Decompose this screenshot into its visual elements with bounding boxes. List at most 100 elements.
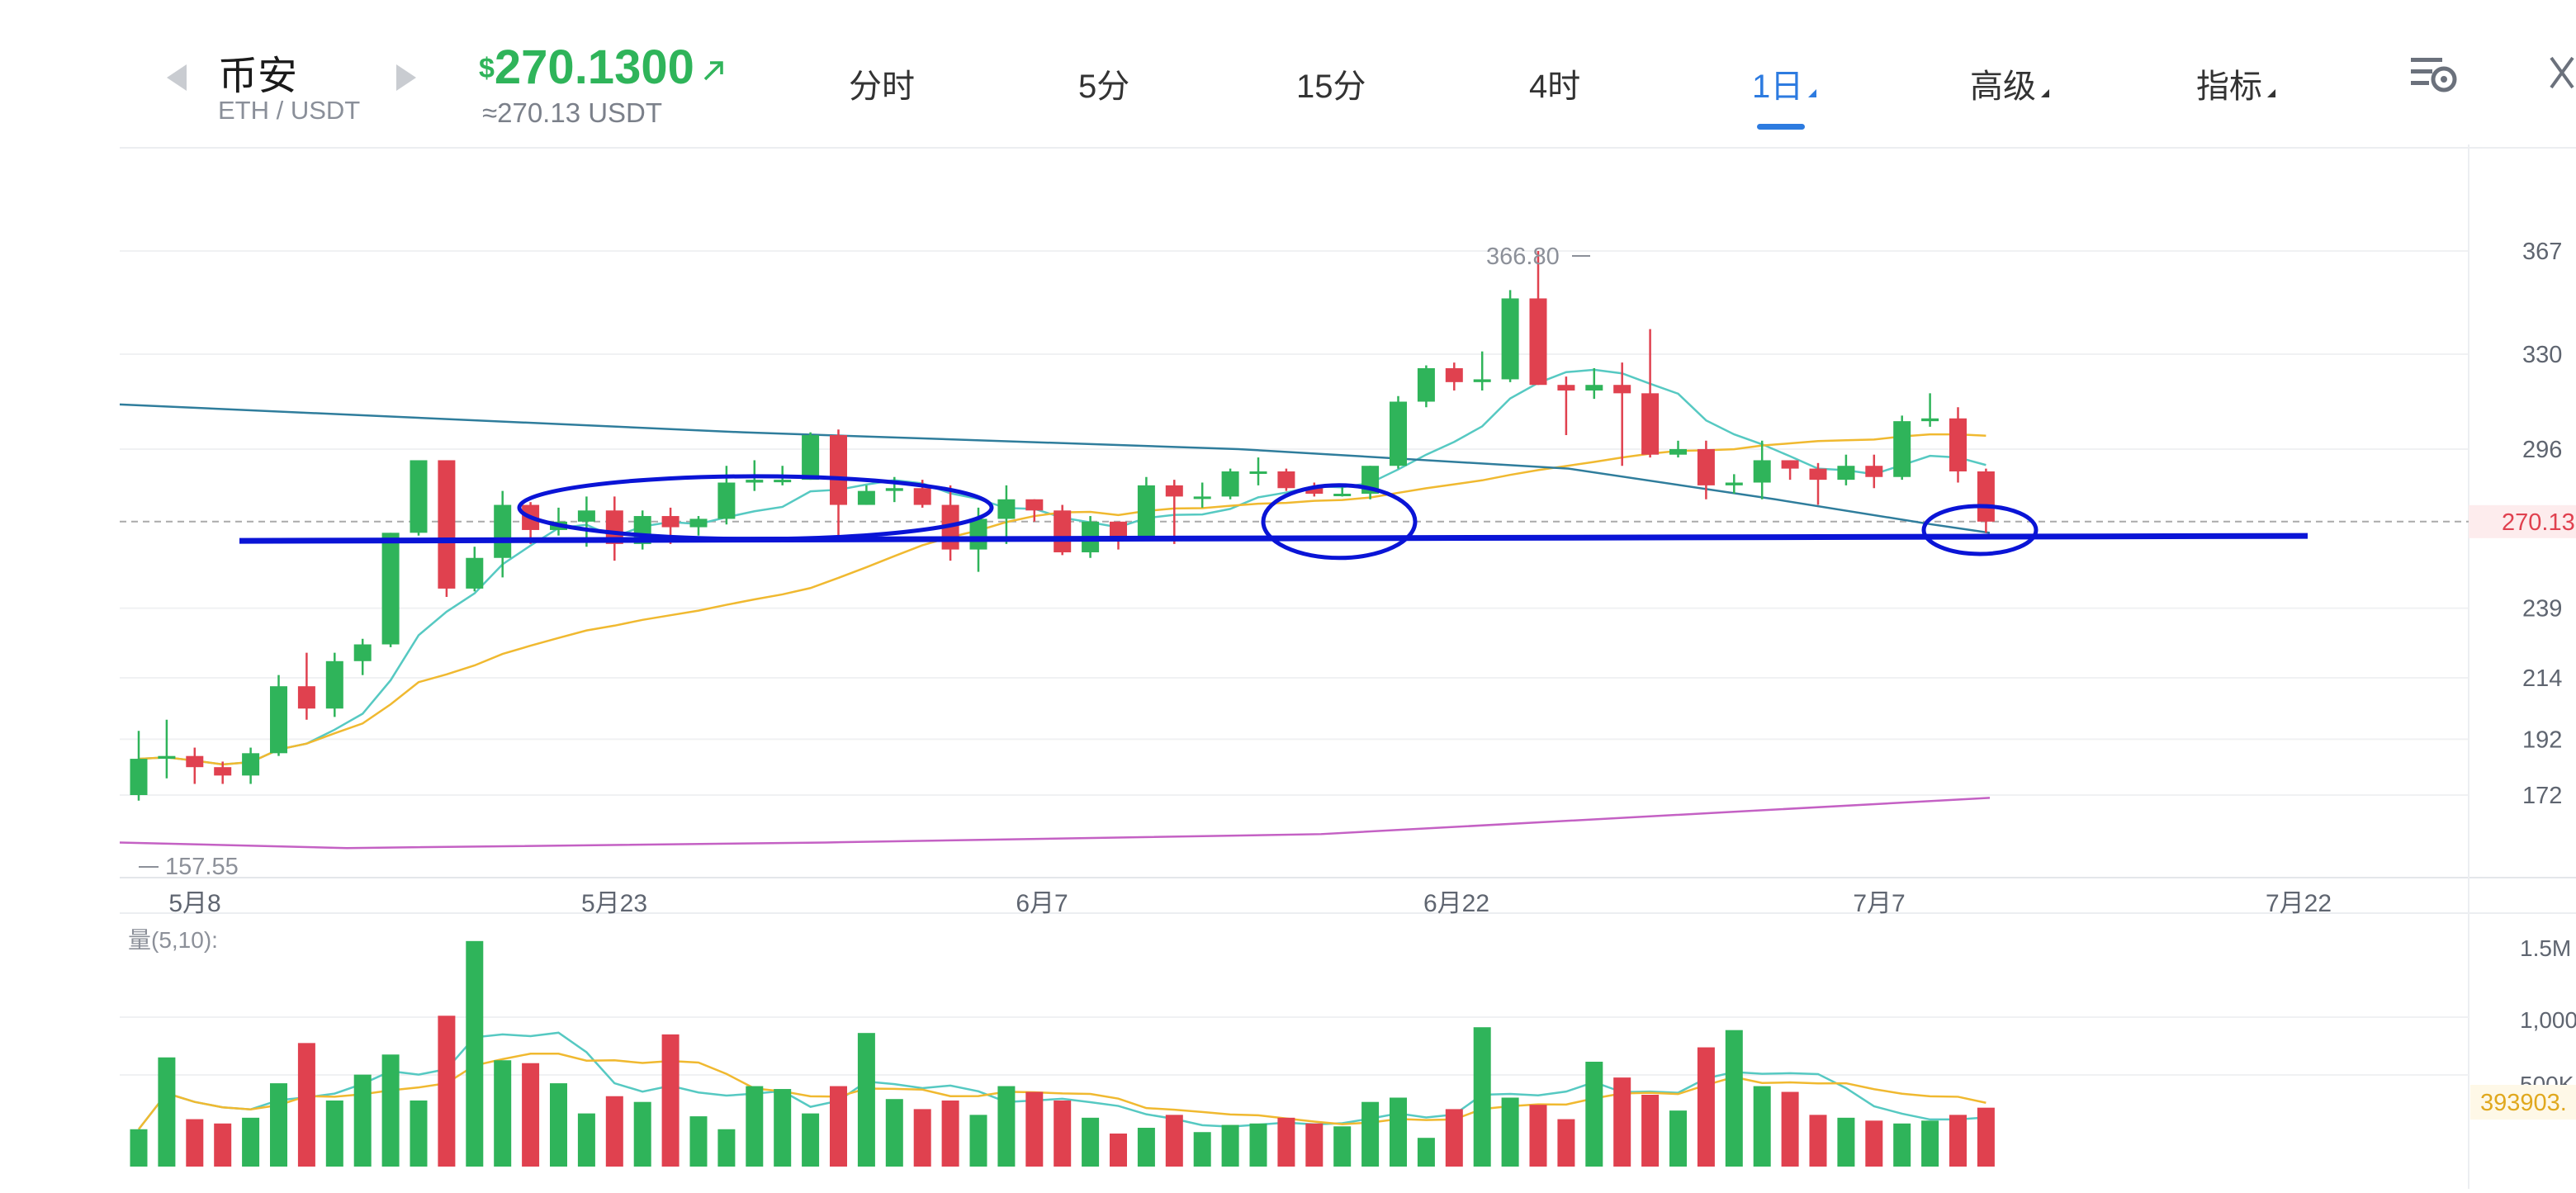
candle-down: [1305, 488, 1324, 495]
volume-bar-down: [1445, 1109, 1463, 1167]
annotation-circle: [517, 474, 994, 542]
price-value: 270.1300: [494, 40, 694, 94]
volume-bar-up: [577, 1113, 595, 1167]
tab-advanced[interactable]: 高级: [1970, 59, 2049, 107]
prev-pair-arrow-icon[interactable]: [167, 64, 187, 91]
candle-up: [158, 755, 176, 760]
ma-long-line-a: [119, 403, 1991, 534]
volume-bar-down: [1977, 1107, 1995, 1167]
candle-up: [997, 499, 1016, 519]
volume-current-tag: [2470, 1085, 2576, 1120]
candle-down: [1054, 510, 1072, 552]
volume-bar-up: [885, 1099, 903, 1167]
x-tick-label: 6月7: [1016, 890, 1068, 917]
volume-bar-down: [1529, 1105, 1547, 1167]
volume-bar-down: [830, 1086, 847, 1167]
candle-up: [130, 759, 148, 795]
volume-y-tick-label: 1.5M: [2520, 935, 2571, 961]
candle-up: [494, 504, 512, 558]
volume-bar-up: [353, 1074, 372, 1167]
candle-down: [1165, 485, 1183, 497]
candle-up: [242, 753, 260, 776]
candle-down: [1641, 393, 1660, 455]
volume-bar-up: [494, 1060, 512, 1167]
tab-label: 分时: [849, 69, 915, 105]
candle-down: [1949, 418, 1967, 471]
candle-down: [186, 755, 204, 768]
y-tick-label: 192: [2522, 727, 2562, 753]
volume-current-label: 393903.: [2480, 1090, 2567, 1116]
volume-bar-down: [1781, 1091, 1799, 1167]
volume-bar-up: [381, 1054, 400, 1167]
kline-chart[interactable]: 367 330 296 239 214 192 172 270.13 5月8 5月23 6月7 6月2…: [0, 140, 2576, 1189]
candle-up: [1221, 471, 1239, 497]
volume-bar-up: [969, 1115, 987, 1167]
x-tick-label: 7月7: [1853, 890, 1905, 917]
volume-bar-up: [1137, 1128, 1155, 1167]
volume-bar-up: [1249, 1123, 1267, 1167]
next-pair-arrow-icon[interactable]: [396, 64, 416, 91]
tab-label: 高级: [1970, 69, 2036, 105]
candle-down: [1557, 385, 1575, 391]
candle-up: [1137, 485, 1155, 539]
volume-bar-up: [633, 1101, 651, 1167]
volume-bar-up: [1390, 1097, 1407, 1167]
annotation-circle: [1921, 504, 2039, 556]
candle-up: [270, 686, 287, 754]
volume-bar-up: [997, 1086, 1016, 1167]
volume-bar-up: [1725, 1030, 1743, 1167]
y-tick-label: 296: [2522, 437, 2562, 463]
tab-timeshare[interactable]: 分时: [849, 59, 915, 107]
tab-5min[interactable]: 5分: [1078, 59, 1129, 107]
volume-bar-up: [466, 940, 484, 1167]
annotation-circle: [1261, 483, 1418, 561]
volume-bar-up: [802, 1113, 820, 1167]
volume-bar-up: [1473, 1027, 1491, 1167]
volume-bar-down: [522, 1063, 540, 1167]
candle-up: [1893, 421, 1911, 477]
volume-bar-down: [1613, 1077, 1631, 1167]
volume-bar-up: [1082, 1117, 1100, 1167]
tab-indicators[interactable]: 指标: [2196, 59, 2275, 107]
x-tick-label: 7月22: [2266, 890, 2332, 917]
min-price-label: 157.55: [165, 854, 239, 880]
candle-down: [438, 460, 456, 589]
tab-1d[interactable]: 1日: [1752, 59, 1817, 107]
volume-bar-up: [1669, 1110, 1687, 1167]
header-divider: [120, 147, 2576, 149]
y-tick-label: 239: [2522, 596, 2562, 623]
tab-label: 15分: [1296, 69, 1366, 105]
volume-y-tick-label: 1,000K: [2520, 1007, 2576, 1033]
active-tab-indicator: [1757, 124, 1805, 130]
volume-bar-down: [1165, 1115, 1183, 1167]
candle-up: [353, 644, 372, 661]
volume-bar-down: [1305, 1123, 1324, 1167]
candle-up: [1753, 460, 1771, 483]
tab-4h[interactable]: 4时: [1529, 59, 1580, 107]
kline-chart-svg[interactable]: 367 330 296 239 214 192 172 270.13 5月8 5月23 6月7 6月2…: [0, 140, 2576, 1189]
volume-bar-down: [438, 1015, 456, 1167]
volume-bar-up: [689, 1116, 708, 1167]
volume-bar-down: [1557, 1119, 1575, 1167]
close-icon[interactable]: [2548, 54, 2576, 95]
volume-bar-down: [1809, 1115, 1827, 1167]
volume-bar-up: [242, 1117, 260, 1167]
candle-up: [1249, 471, 1267, 474]
candle-up: [774, 480, 792, 483]
volume-bar-down: [1865, 1120, 1883, 1167]
last-price: $270.1300: [479, 40, 726, 95]
candle-down: [830, 435, 847, 505]
tab-label: 4时: [1529, 69, 1581, 105]
candle-up: [857, 490, 875, 505]
candle-up: [1669, 448, 1687, 455]
tab-15min[interactable]: 15分: [1296, 59, 1366, 107]
candle-down: [1697, 448, 1715, 485]
max-price-label: 366.80: [1486, 244, 1560, 270]
candle-up: [1473, 379, 1491, 382]
candle-down: [1445, 367, 1463, 382]
candle-down: [1781, 460, 1799, 469]
candle-down: [1865, 466, 1883, 477]
volume-bar-up: [717, 1129, 736, 1167]
chart-settings-icon[interactable]: [2408, 51, 2460, 102]
volume-bar-down: [913, 1109, 931, 1167]
